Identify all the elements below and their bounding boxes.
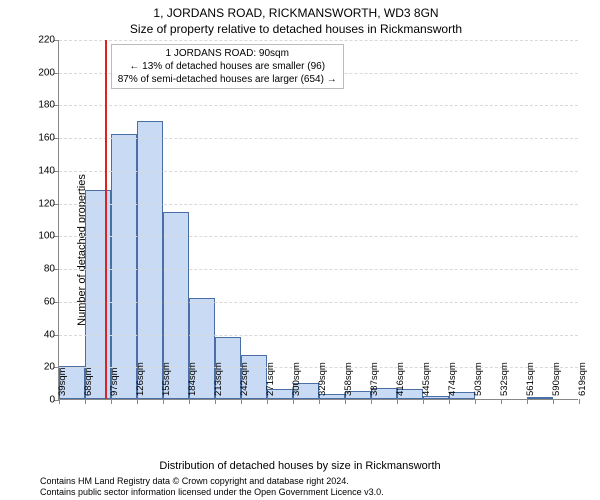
x-tick-mark (111, 399, 112, 404)
x-tick-mark (241, 399, 242, 404)
annotation-line-3: 87% of semi-detached houses are larger (… (118, 73, 337, 86)
x-tick-mark (579, 399, 580, 404)
x-tick-label: 39sqm (57, 367, 68, 396)
x-tick-mark (423, 399, 424, 404)
x-tick-label: 358sqm (343, 362, 354, 396)
title-line-2: Size of property relative to detached ho… (0, 22, 592, 36)
chart-container: 1, JORDANS ROAD, RICKMANSWORTH, WD3 8GN … (0, 0, 600, 500)
y-tick-label: 120 (23, 198, 55, 209)
gridline (59, 40, 578, 41)
bars-layer (59, 40, 578, 399)
histogram-bar (111, 134, 137, 399)
x-tick-label: 126sqm (135, 362, 146, 396)
gridline (59, 138, 578, 139)
x-tick-label: 532sqm (499, 362, 510, 396)
x-tick-mark (345, 399, 346, 404)
footer-line-1: Contains HM Land Registry data © Crown c… (40, 476, 592, 487)
x-tick-label: 300sqm (291, 362, 302, 396)
gridline (59, 236, 578, 237)
x-tick-label: 242sqm (239, 362, 250, 396)
title-line-1: 1, JORDANS ROAD, RICKMANSWORTH, WD3 8GN (0, 6, 592, 20)
x-tick-mark (371, 399, 372, 404)
x-tick-label: 97sqm (109, 367, 120, 396)
x-tick-label: 561sqm (525, 362, 536, 396)
x-tick-label: 184sqm (187, 362, 198, 396)
y-tick-label: 80 (23, 264, 55, 275)
x-tick-mark (397, 399, 398, 404)
x-tick-label: 271sqm (265, 362, 276, 396)
x-tick-label: 213sqm (213, 362, 224, 396)
x-tick-mark (163, 399, 164, 404)
footer-text: Contains HM Land Registry data © Crown c… (40, 476, 592, 498)
x-tick-mark (215, 399, 216, 404)
x-tick-mark (85, 399, 86, 404)
y-tick-label: 60 (23, 296, 55, 307)
y-tick-label: 180 (23, 100, 55, 111)
x-tick-mark (553, 399, 554, 404)
y-tick-label: 20 (23, 362, 55, 373)
y-tick-label: 40 (23, 329, 55, 340)
x-tick-mark (189, 399, 190, 404)
x-tick-label: 387sqm (369, 362, 380, 396)
y-tick-label: 0 (23, 395, 55, 406)
x-tick-mark (293, 399, 294, 404)
y-tick-label: 100 (23, 231, 55, 242)
x-tick-label: 416sqm (395, 362, 406, 396)
x-tick-mark (475, 399, 476, 404)
gridline (59, 269, 578, 270)
histogram-bar (137, 121, 163, 399)
x-tick-mark (267, 399, 268, 404)
reference-line (105, 40, 107, 399)
x-tick-label: 619sqm (577, 362, 588, 396)
x-tick-mark (319, 399, 320, 404)
gridline (59, 335, 578, 336)
x-tick-mark (527, 399, 528, 404)
gridline (59, 105, 578, 106)
x-tick-mark (137, 399, 138, 404)
gridline (59, 204, 578, 205)
annotation-line-1: 1 JORDANS ROAD: 90sqm (118, 47, 337, 60)
plot-area: 02040608010012014016018020022039sqm68sqm… (58, 40, 578, 400)
annotation-line-2: ← 13% of detached houses are smaller (96… (118, 60, 337, 73)
histogram-bar (423, 396, 449, 399)
x-tick-label: 590sqm (551, 362, 562, 396)
x-tick-mark (59, 399, 60, 404)
y-tick-label: 220 (23, 35, 55, 46)
histogram-bar (527, 397, 553, 399)
x-tick-label: 445sqm (421, 362, 432, 396)
x-axis-label: Distribution of detached houses by size … (0, 460, 600, 472)
x-tick-label: 155sqm (161, 362, 172, 396)
gridline (59, 171, 578, 172)
y-tick-label: 160 (23, 133, 55, 144)
footer-line-2: Contains public sector information licen… (40, 487, 592, 498)
y-tick-label: 200 (23, 67, 55, 78)
x-tick-label: 68sqm (83, 367, 94, 396)
x-tick-mark (501, 399, 502, 404)
x-tick-mark (449, 399, 450, 404)
x-tick-label: 329sqm (317, 362, 328, 396)
annotation-box: 1 JORDANS ROAD: 90sqm← 13% of detached h… (111, 44, 344, 89)
x-tick-label: 503sqm (473, 362, 484, 396)
x-tick-label: 474sqm (447, 362, 458, 396)
gridline (59, 302, 578, 303)
y-tick-label: 140 (23, 165, 55, 176)
